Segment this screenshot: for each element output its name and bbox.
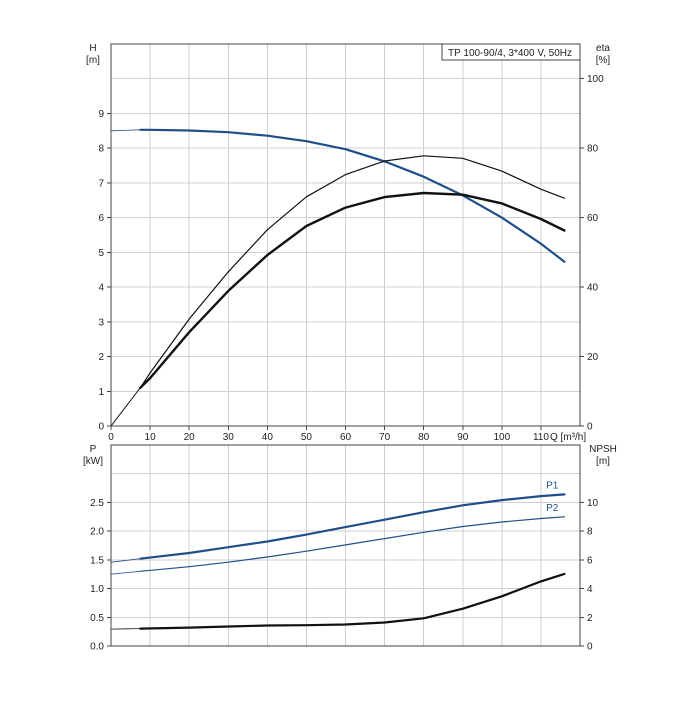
x-tick-label: 90 — [457, 432, 469, 443]
grid-layer — [111, 44, 580, 646]
x-tick-label: 50 — [301, 432, 313, 443]
y-left-tick-label: 1 — [98, 387, 104, 398]
series-line — [139, 516, 565, 572]
x-tick-label: 60 — [340, 432, 352, 443]
y-left-tick-label: 2.0 — [90, 527, 104, 538]
y-left-tick-label: 2.5 — [90, 498, 104, 509]
y-left-tick-label: 0.5 — [90, 613, 104, 624]
title-box: TP 100-90/4, 3*400 V, 50Hz — [441, 43, 581, 61]
x-tick-label: 70 — [379, 432, 391, 443]
y-left-tick-label: 6 — [98, 213, 104, 224]
y-left-tick-label: 2 — [98, 352, 104, 363]
x-tick-label: 30 — [223, 432, 235, 443]
x-tick-label: 110 — [533, 432, 549, 443]
y-left-axis-label: P — [90, 444, 97, 455]
y-right-axis-unit: [m] — [596, 456, 610, 467]
series-label-p2: P2 — [546, 503, 559, 514]
plot-frame — [110, 444, 581, 647]
y-left-tick-label: 5 — [98, 248, 104, 259]
y-right-tick-label: 40 — [587, 283, 599, 294]
y-right-tick-label: 0 — [587, 642, 593, 653]
y-right-tick-label: 6 — [587, 555, 593, 566]
y-left-axis-unit: [m] — [86, 55, 100, 66]
series-line — [139, 128, 566, 263]
x-tick-label: 40 — [262, 432, 274, 443]
y-left-tick-label: 1.5 — [90, 555, 104, 566]
series-line — [139, 572, 566, 630]
y-left-tick-label: 9 — [98, 109, 104, 120]
y-right-tick-label: 100 — [587, 74, 604, 85]
chart-title: TP 100-90/4, 3*400 V, 50Hz — [448, 48, 572, 59]
y-right-axis-unit: [%] — [596, 55, 611, 66]
series-layer — [110, 128, 566, 630]
y-right-axis-label: eta — [596, 43, 610, 54]
series-extension-line — [110, 129, 141, 132]
series-extension-line — [110, 570, 141, 575]
series-line — [139, 191, 566, 389]
y-right-axis-label: NPSH — [589, 444, 617, 455]
y-right-tick-label: 4 — [587, 584, 593, 595]
y-right-tick-label: 60 — [587, 213, 599, 224]
frame-layer — [107, 43, 584, 647]
title-box-frame — [441, 43, 581, 61]
y-right-tick-label: 20 — [587, 352, 599, 363]
series-line — [139, 493, 566, 560]
y-left-tick-label: 8 — [98, 144, 104, 155]
x-tick-label: 0 — [108, 432, 114, 443]
y-left-axis-unit: [kW] — [83, 456, 103, 467]
x-tick-label: 100 — [493, 432, 510, 443]
y-left-axis-label: H — [89, 43, 96, 54]
y-left-tick-label: 4 — [98, 283, 104, 294]
y-right-tick-label: 2 — [587, 613, 593, 624]
series-extension-line — [110, 558, 141, 563]
y-left-tick-label: 7 — [98, 178, 104, 189]
y-right-tick-label: 8 — [587, 527, 593, 538]
y-left-tick-label: 1.0 — [90, 584, 104, 595]
y-right-tick-label: 0 — [587, 422, 593, 433]
y-left-tick-label: 3 — [98, 317, 104, 328]
x-tick-label: 80 — [418, 432, 430, 443]
series-extension-line — [110, 387, 141, 427]
x-axis-label: Q [m³/h] — [550, 432, 586, 443]
y-left-tick-label: 0 — [98, 422, 104, 433]
x-tick-label: 20 — [184, 432, 196, 443]
series-extension-line — [110, 628, 141, 630]
series-label-p1: P1 — [546, 480, 559, 491]
x-tick-label: 10 — [145, 432, 157, 443]
y-left-tick-label: 0.0 — [90, 642, 104, 653]
y-right-tick-label: 80 — [587, 144, 599, 155]
y-right-tick-label: 10 — [587, 498, 599, 509]
series-line — [139, 155, 565, 389]
